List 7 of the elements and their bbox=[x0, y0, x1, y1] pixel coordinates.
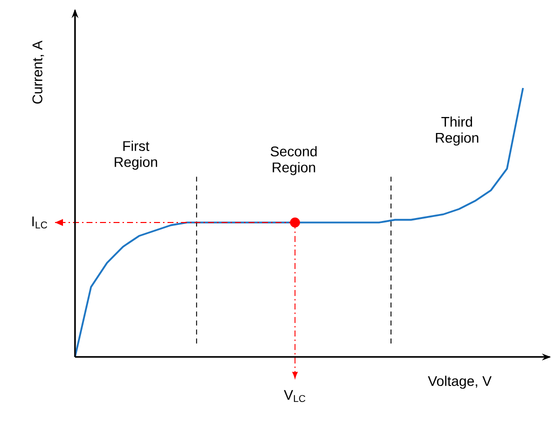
text: V$_{LC}$ bbox=[284, 390, 306, 402]
annotation: First Region bbox=[114, 140, 158, 170]
ref-line-label: I$_{LC}$ bbox=[32, 216, 48, 228]
annotation: Third Region bbox=[436, 116, 478, 146]
y-axis-title: Current, A bbox=[32, 40, 44, 104]
annotation: Second Region bbox=[270, 146, 317, 176]
x-axis-title: Voltage, V bbox=[428, 376, 492, 389]
